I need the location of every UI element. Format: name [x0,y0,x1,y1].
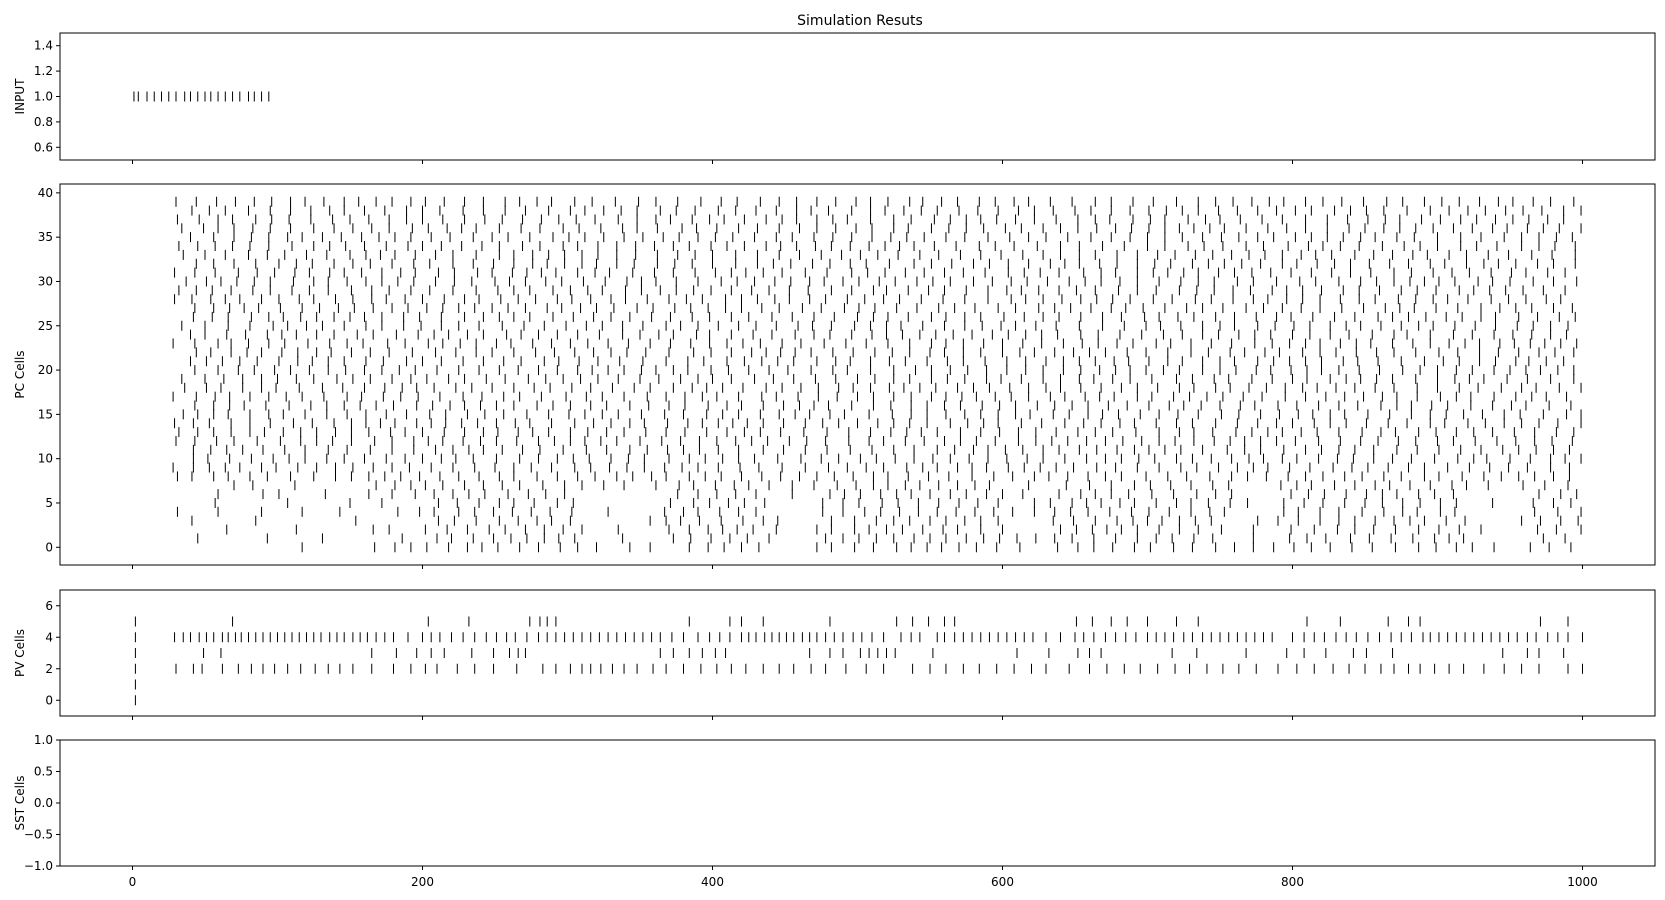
xtick-label: 1000 [1567,875,1598,889]
panel-frame-pc [59,183,1656,566]
ytick-label-pc: 20 [38,363,53,377]
ytick-label-sst: 0.0 [34,796,53,810]
ytick-label-pc: 30 [38,274,53,288]
panel-pv: 0 2 4 6 PV Cells [13,589,1656,720]
spikes-input [133,91,270,102]
ytick-label-sst: −0.5 [24,828,53,842]
ylabel-sst: SST Cells [13,775,27,830]
chart-title: Simulation Resuts [797,13,923,29]
ytick-label-sst: −1.0 [24,859,53,873]
ytick-label-pc: 0 [45,540,53,554]
ytick-label-input: 0.8 [34,115,53,129]
ytick-label-pc: 40 [38,186,53,200]
ytick-label-pc: 15 [38,407,53,421]
panel-pc: 0 5 10 15 20 25 30 35 40 PC Cells [13,183,1656,569]
ylabel-pv: PV Cells [13,629,27,677]
xtick-label: 600 [991,875,1014,889]
ytick-label-sst: 0.5 [34,765,53,779]
xtick-label: 0 [129,875,137,889]
spikes-pc [172,196,1582,553]
spikes-pv [134,616,1583,706]
panel-input: 0.6 0.8 1.0 1.2 1.4 INPUT [13,32,1656,164]
ytick-label-input: 1.0 [34,90,53,104]
ytick-label-pv: 4 [45,630,53,644]
ytick-label-pc: 35 [38,230,53,244]
ytick-label-pc: 25 [38,319,53,333]
ytick-label-input: 1.2 [34,64,53,78]
ylabel-pc: PC Cells [13,350,27,398]
ytick-label-pv: 6 [45,599,53,613]
ytick-label-pv: 2 [45,662,53,676]
panel-frame-sst [59,739,1656,867]
xtick-label: 800 [1281,875,1304,889]
ytick-label-pc: 10 [38,452,53,466]
panel-frame-input [59,32,1656,161]
xtick-label: 400 [701,875,724,889]
ytick-label-sst: 1.0 [34,733,53,747]
panel-frame-pv [59,589,1656,717]
ytick-label-input: 0.6 [34,140,53,154]
panel-sst: −1.0 −0.5 0.0 0.5 1.0 SST Cells [13,733,1656,873]
xtick-label: 200 [411,875,434,889]
ytick-label-input: 1.4 [34,39,53,53]
ylabel-input: INPUT [13,78,27,115]
x-axis: 0 200 400 600 800 1000 [129,875,1598,889]
ytick-label-pc: 5 [45,496,53,510]
ytick-label-pv: 0 [45,693,53,707]
